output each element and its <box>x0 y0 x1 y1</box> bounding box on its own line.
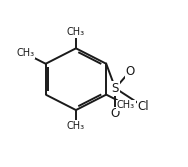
Text: CH₃: CH₃ <box>67 121 85 131</box>
Text: O: O <box>111 107 120 120</box>
Text: Cl: Cl <box>137 100 149 113</box>
Text: O: O <box>125 65 134 78</box>
Text: S: S <box>112 82 119 95</box>
Text: CH₃: CH₃ <box>67 27 85 37</box>
Text: CH₃: CH₃ <box>17 48 35 58</box>
Text: CH₃: CH₃ <box>117 100 135 110</box>
